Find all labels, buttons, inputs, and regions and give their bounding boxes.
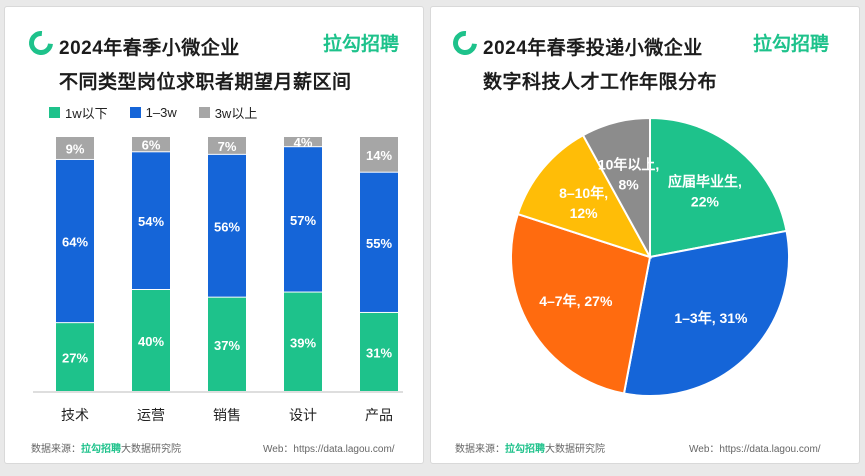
right-footer-prefix: 数据来源： bbox=[455, 444, 505, 455]
bar-segment bbox=[360, 172, 398, 312]
bar-segment bbox=[56, 159, 94, 323]
left-footer-web: Web：https://data.lagou.com/ bbox=[263, 444, 395, 455]
pie-slice-label: 10年以上, bbox=[598, 157, 659, 173]
bar-data-label: 37% bbox=[214, 338, 240, 353]
bar-segment bbox=[132, 290, 170, 391]
bar-segment bbox=[56, 137, 94, 159]
right-title-line2: 数字科技人才工作年限分布 bbox=[483, 72, 718, 93]
stacked-bar-chart: 27% 64% 9% 技术 40% 54% 6% 运营 37% 56% 7% 销售 39% 57% 4% 设计… bbox=[33, 135, 403, 423]
bar-segment bbox=[208, 154, 246, 297]
x-tick-label: 运营 bbox=[137, 407, 165, 423]
left-footer-suffix: 大数据研究院 bbox=[121, 444, 181, 455]
pie-slice-label: 8–10年, bbox=[559, 185, 608, 201]
legend-item-high: 3w以上 bbox=[198, 103, 258, 122]
bar-segment bbox=[284, 292, 322, 391]
left-footer-prefix: 数据来源： bbox=[31, 444, 81, 455]
right-brand: 拉勾招聘 bbox=[753, 34, 830, 55]
bar-data-label: 56% bbox=[214, 219, 240, 234]
right-footer-suffix: 大数据研究院 bbox=[545, 444, 605, 455]
right-footer-web: Web：https://data.lagou.com/ bbox=[689, 444, 821, 455]
bar-data-label: 39% bbox=[290, 335, 316, 350]
bar-legend: 1w以下 1–3w 3w以上 bbox=[49, 103, 257, 122]
bar-data-label: 4% bbox=[294, 135, 313, 150]
pie-chart: 应届毕业生, 22% 1–3年, 31% 4–7年, 27% 8–10年, 12% 10年以… bbox=[510, 116, 790, 397]
pie-slice bbox=[622, 229, 790, 397]
bar-segment bbox=[360, 137, 398, 172]
right-chart-card: 2024年春季投递小微企业 数字科技人才工作年限分布 拉勾招聘 应届毕业生, 22… bbox=[430, 6, 860, 464]
bar-segment bbox=[284, 137, 322, 147]
bar-segment bbox=[132, 137, 170, 152]
legend-label-mid: 1–3w bbox=[145, 105, 177, 120]
pie-slice-label: 应届毕业生, bbox=[668, 174, 742, 190]
left-footer-brand: 拉勾招聘 bbox=[81, 444, 121, 455]
bar-segment bbox=[208, 297, 246, 391]
left-title-line1: 2024年春季小微企业 bbox=[59, 38, 240, 59]
bar-data-label: 7% bbox=[218, 139, 237, 154]
legend-swatch-green bbox=[49, 107, 60, 118]
pie-slice bbox=[581, 116, 651, 258]
bar-segment bbox=[284, 147, 322, 292]
bar-segment bbox=[132, 152, 170, 289]
bar-data-label: 14% bbox=[366, 148, 392, 163]
legend-swatch-blue bbox=[129, 107, 141, 118]
bar-data-label: 57% bbox=[290, 213, 316, 228]
bar-data-label: 9% bbox=[66, 141, 85, 156]
bar-segment bbox=[208, 137, 246, 154]
pie-slice-percent: 22% bbox=[691, 194, 720, 210]
bar-data-label: 6% bbox=[142, 138, 161, 153]
bar-data-label: 40% bbox=[138, 334, 164, 349]
left-chart-card: 2024年春季小微企业 不同类型岗位求职者期望月薪区间 拉勾招聘 1w以下 1–… bbox=[4, 6, 424, 464]
pie-slice-label: 1–3年, 31% bbox=[674, 310, 748, 326]
pie-slice-percent: 8% bbox=[618, 177, 639, 193]
x-tick-label: 技术 bbox=[61, 407, 89, 423]
pie-slice-percent: 12% bbox=[570, 205, 599, 221]
bar-data-label: 54% bbox=[138, 214, 164, 229]
bar-segment bbox=[360, 312, 398, 391]
bar-data-label: 64% bbox=[62, 235, 88, 250]
bar-segment bbox=[56, 323, 94, 391]
left-brand: 拉勾招聘 bbox=[323, 34, 400, 55]
legend-label-high: 3w以上 bbox=[214, 106, 258, 121]
legend-item-low: 1w以下 bbox=[49, 103, 108, 122]
left-title-line2: 不同类型岗位求职者期望月薪区间 bbox=[59, 72, 352, 93]
right-footer-source: 数据来源：拉勾招聘大数据研究院 bbox=[455, 440, 605, 455]
legend-label-low: 1w以下 bbox=[65, 106, 108, 121]
legend-swatch-gray bbox=[198, 107, 210, 118]
pie-slice-label: 4–7年, 27% bbox=[539, 293, 613, 309]
x-tick-label: 设计 bbox=[289, 407, 317, 423]
x-tick-label: 产品 bbox=[365, 407, 393, 423]
pie-slice bbox=[649, 116, 788, 259]
bar-data-label: 55% bbox=[366, 236, 392, 251]
right-footer-brand: 拉勾招聘 bbox=[505, 444, 545, 455]
bar-data-label: 27% bbox=[62, 351, 88, 366]
legend-item-mid: 1–3w bbox=[129, 103, 177, 122]
right-title-line1: 2024年春季投递小微企业 bbox=[483, 38, 703, 59]
left-footer-source: 数据来源：拉勾招聘大数据研究院 bbox=[31, 440, 181, 455]
pie-slice bbox=[510, 212, 652, 395]
bar-data-label: 31% bbox=[366, 345, 392, 360]
x-tick-label: 销售 bbox=[213, 407, 241, 423]
pie-slice bbox=[516, 133, 653, 259]
